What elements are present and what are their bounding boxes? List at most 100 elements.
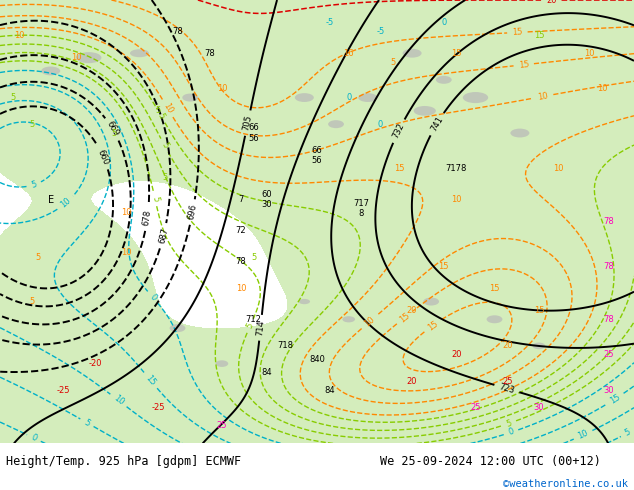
Ellipse shape (41, 67, 60, 75)
Text: 10: 10 (122, 248, 132, 257)
Text: 78: 78 (604, 217, 614, 226)
Text: 718: 718 (277, 342, 294, 350)
Ellipse shape (342, 316, 355, 322)
Text: 84: 84 (325, 386, 335, 395)
Text: 5: 5 (156, 106, 161, 115)
Ellipse shape (216, 360, 228, 367)
Text: 15: 15 (534, 306, 544, 315)
Text: 10: 10 (161, 101, 174, 115)
Text: 714: 714 (256, 319, 266, 336)
Text: 7178: 7178 (446, 164, 467, 173)
Text: 10: 10 (59, 196, 72, 210)
Text: 66
56: 66 56 (249, 123, 259, 143)
Ellipse shape (358, 93, 377, 102)
Text: 30: 30 (604, 386, 614, 395)
Text: 5: 5 (82, 417, 91, 428)
Text: 10: 10 (236, 284, 246, 293)
Text: 10: 10 (71, 53, 81, 62)
Text: 15: 15 (398, 311, 411, 324)
Text: 15: 15 (144, 373, 157, 387)
Text: 669: 669 (105, 120, 120, 138)
Text: 840: 840 (309, 355, 325, 364)
Text: 20: 20 (407, 306, 417, 315)
Text: 10: 10 (217, 84, 227, 93)
Text: 5: 5 (251, 253, 256, 262)
Text: 5: 5 (156, 112, 166, 121)
Text: 84: 84 (261, 368, 271, 377)
Text: 15: 15 (489, 284, 500, 293)
Text: 723: 723 (498, 382, 516, 395)
Text: 25: 25 (470, 403, 481, 413)
Ellipse shape (436, 76, 451, 84)
Text: We 25-09-2024 12:00 UTC (00+12): We 25-09-2024 12:00 UTC (00+12) (380, 455, 601, 467)
Text: 20: 20 (451, 350, 462, 359)
Text: 10: 10 (451, 195, 462, 204)
Text: 78: 78 (204, 49, 214, 58)
Text: 5: 5 (29, 120, 34, 129)
Text: 60
30: 60 30 (261, 190, 271, 209)
Text: -25: -25 (56, 386, 70, 395)
Ellipse shape (328, 120, 344, 128)
Text: 78: 78 (172, 26, 183, 36)
Text: 30: 30 (534, 403, 544, 413)
Text: 78: 78 (604, 262, 614, 270)
Text: 732: 732 (391, 122, 406, 140)
Text: 20: 20 (407, 377, 417, 386)
Text: 10: 10 (597, 84, 607, 93)
Text: 72: 72 (236, 226, 246, 235)
Text: 10: 10 (363, 315, 377, 329)
Text: -5: -5 (376, 26, 385, 36)
Text: 25: 25 (217, 421, 227, 430)
Text: 5: 5 (505, 418, 513, 428)
Text: 712: 712 (245, 315, 262, 324)
Text: 0: 0 (148, 293, 158, 302)
Text: 15: 15 (451, 49, 462, 58)
Text: 15: 15 (608, 392, 622, 406)
Text: 696: 696 (186, 203, 198, 221)
Text: 5: 5 (29, 297, 34, 306)
Text: 15: 15 (394, 164, 404, 173)
Ellipse shape (403, 49, 422, 58)
Ellipse shape (463, 92, 488, 103)
Text: 0: 0 (346, 93, 351, 102)
Text: 678: 678 (142, 209, 153, 226)
Text: 741: 741 (429, 115, 444, 133)
Text: 5: 5 (30, 180, 38, 190)
Text: 78: 78 (236, 257, 246, 266)
Text: 15: 15 (425, 319, 439, 332)
Text: 5: 5 (162, 173, 167, 182)
Text: 10: 10 (576, 429, 590, 441)
Text: 25: 25 (604, 350, 614, 359)
Text: 717
8: 717 8 (353, 199, 370, 218)
Text: 0: 0 (30, 433, 38, 443)
Ellipse shape (130, 49, 149, 57)
Text: 10: 10 (122, 208, 132, 218)
Text: 5: 5 (36, 253, 41, 262)
Text: 20: 20 (546, 0, 557, 4)
Ellipse shape (170, 324, 186, 332)
Ellipse shape (76, 52, 101, 63)
Text: 687: 687 (157, 227, 170, 245)
Text: 7: 7 (238, 195, 243, 204)
Text: 10: 10 (553, 164, 563, 173)
Text: 705: 705 (242, 114, 254, 132)
Text: 10: 10 (14, 31, 24, 40)
Text: -25: -25 (152, 403, 165, 413)
Text: 5: 5 (150, 195, 160, 202)
Text: 15: 15 (439, 262, 449, 270)
Text: Height/Temp. 925 hPa [gdpm] ECMWF: Height/Temp. 925 hPa [gdpm] ECMWF (6, 455, 242, 467)
Text: 5: 5 (10, 93, 15, 102)
Text: 15: 15 (534, 31, 544, 40)
Text: 5: 5 (159, 141, 170, 150)
Text: 10: 10 (585, 49, 595, 58)
Ellipse shape (533, 343, 545, 349)
Text: 78: 78 (604, 315, 614, 324)
Text: 0: 0 (378, 120, 383, 129)
Ellipse shape (510, 128, 529, 138)
Ellipse shape (295, 93, 314, 102)
Text: 5: 5 (112, 128, 117, 138)
Text: 5: 5 (623, 428, 632, 438)
Text: 10: 10 (537, 91, 549, 102)
Text: 0: 0 (441, 18, 446, 26)
Text: E: E (48, 195, 54, 204)
